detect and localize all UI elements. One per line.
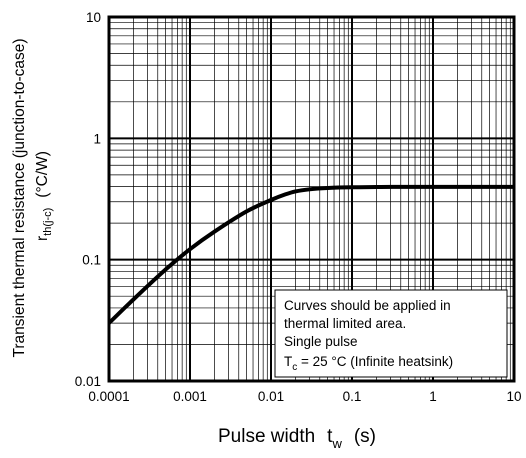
annotation-box: Curves should be applied in thermal limi… [274, 289, 508, 378]
annotation-tc-sub: c [292, 362, 297, 373]
y-axis-symbol: r [34, 236, 51, 241]
y-axis-label-line1: Transient thermal resistance (junction-t… [11, 38, 28, 357]
y-tick-label: 0.01 [75, 374, 101, 389]
y-axis-unit: (°C/W) [34, 151, 51, 198]
x-axis-sub: w [331, 436, 342, 451]
x-tick-label: 10 [506, 389, 521, 404]
annotation-line-3: Single pulse [284, 334, 358, 349]
x-axis-unit: (s) [354, 426, 376, 447]
series-line [107, 184, 514, 325]
y-axis-sub: th(j-c) [42, 208, 54, 236]
x-tick-label: 0.0001 [88, 389, 129, 404]
y-tick-label: 1 [93, 131, 101, 146]
x-axis-label-text: Pulse width [218, 426, 315, 447]
x-tick-label: 0.001 [173, 389, 207, 404]
series-layer [107, 184, 514, 325]
annotation-line-4: Tc = 25 °C (Infinite heatsink) [284, 354, 453, 373]
x-tick-label: 0.01 [258, 389, 284, 404]
annotation-background [274, 289, 508, 378]
annotation-line-1: Curves should be applied in [284, 298, 451, 313]
x-axis-symbol: t [327, 426, 333, 447]
annotation-tc-symbol: T [284, 354, 292, 369]
plot-frame [107, 15, 516, 383]
y-tick-label: 0.1 [82, 253, 101, 268]
y-axis-label-line2: rth(j-c) (°C/W) [34, 151, 54, 241]
x-tick-label: 0.1 [343, 389, 362, 404]
annotation-tc-rest: = 25 °C (Infinite heatsink) [297, 354, 453, 369]
annotation-line-2: thermal limited area. [284, 316, 406, 331]
y-tick-label: 10 [86, 10, 101, 25]
x-tick-label: 1 [429, 389, 437, 404]
tick-labels: 0.0001 0.001 0.01 0.1 1 10 0.01 0.1 1 10 [75, 10, 522, 404]
x-axis-label: Pulse width tw (s) [218, 426, 376, 451]
